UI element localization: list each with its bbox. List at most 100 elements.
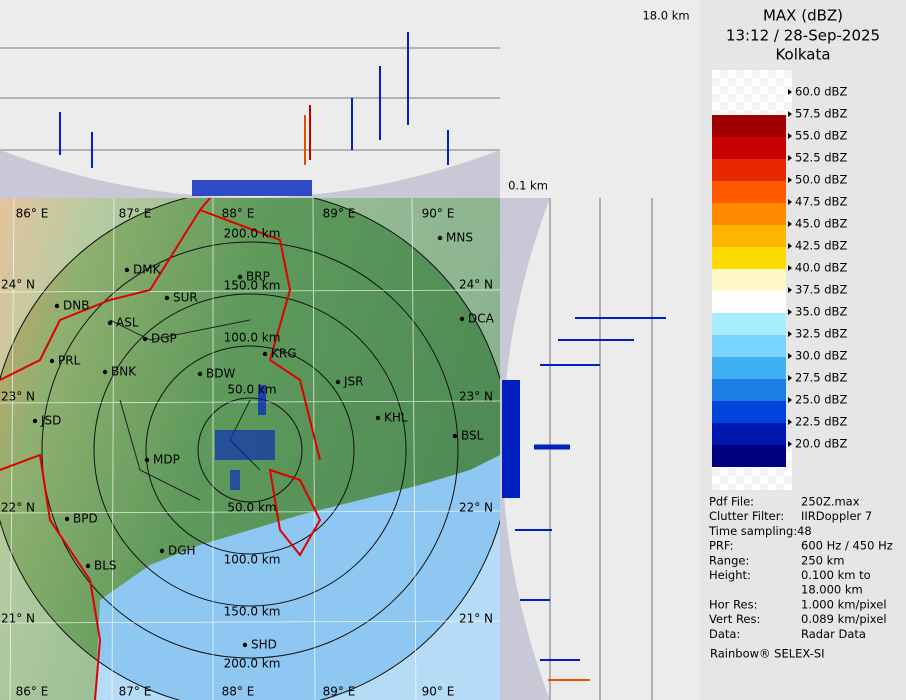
legend-tick <box>788 287 792 293</box>
checker <box>752 476 760 484</box>
checker <box>776 86 784 94</box>
city-dot <box>459 316 465 322</box>
city-label: BRP <box>246 270 270 284</box>
legend-label: 47.5 dBZ <box>795 195 847 209</box>
city-label: JSR <box>343 375 364 389</box>
side-profile <box>500 198 666 700</box>
checker <box>768 94 776 102</box>
city-dot <box>85 563 91 569</box>
legend-label: 45.0 dBZ <box>795 217 847 231</box>
city-label: BSL <box>461 429 484 443</box>
checker <box>776 110 784 115</box>
lat-label: 21° N <box>459 612 493 626</box>
checker <box>784 444 792 452</box>
checker <box>744 476 752 484</box>
city-label: KHL <box>384 411 408 425</box>
city-dot <box>262 351 268 357</box>
checker <box>760 86 768 94</box>
legend-tick <box>788 331 792 337</box>
legend-swatch <box>712 203 786 225</box>
city-dot <box>237 274 243 280</box>
legend-label: 37.5 dBZ <box>795 283 847 297</box>
checker <box>712 484 720 490</box>
legend-swatch <box>712 379 786 401</box>
checker <box>728 468 736 476</box>
checker <box>760 110 768 115</box>
info-label: Height: <box>709 568 751 582</box>
legend-swatch <box>712 313 786 335</box>
city-dot <box>49 358 55 364</box>
checker <box>720 94 728 102</box>
checker <box>760 102 768 110</box>
checker <box>736 484 744 490</box>
city-dot <box>102 369 108 375</box>
checker <box>744 110 752 115</box>
city-dot <box>144 457 150 463</box>
city-label: JSD <box>40 414 61 428</box>
legend-swatch <box>712 181 786 203</box>
checker <box>752 70 760 78</box>
checker <box>768 86 776 94</box>
station: Kolkata <box>775 46 830 64</box>
legend-label: 22.5 dBZ <box>795 415 847 429</box>
range-label: 100.0 km <box>224 553 281 567</box>
checker <box>768 70 776 78</box>
city-dot <box>242 642 248 648</box>
checker <box>720 110 728 115</box>
city-label: SUR <box>173 291 198 305</box>
checker <box>784 94 792 102</box>
checker <box>744 484 752 490</box>
checker <box>784 70 792 78</box>
info-label: Range: <box>709 553 749 567</box>
legend-label: 25.0 dBZ <box>795 393 847 407</box>
legend-swatch <box>712 401 786 423</box>
info-value: 48 <box>797 524 812 538</box>
checker <box>744 102 752 110</box>
city-dot <box>437 235 443 241</box>
legend-label: 20.0 dBZ <box>795 437 847 451</box>
checker <box>760 70 768 78</box>
checker <box>768 484 776 490</box>
checker <box>712 70 720 78</box>
lat-label: 21° N <box>1 612 35 626</box>
legend-label: 35.0 dBZ <box>795 305 847 319</box>
legend-tick <box>788 375 792 381</box>
checker <box>752 468 760 476</box>
checker <box>744 468 752 476</box>
checker <box>784 102 792 110</box>
legend-label: 52.5 dBZ <box>795 151 847 165</box>
lat-label: 24° N <box>459 278 493 292</box>
checker <box>736 78 744 86</box>
checker <box>744 70 752 78</box>
legend-tick <box>788 353 792 359</box>
info-value: 250 km <box>801 553 844 567</box>
checker <box>744 94 752 102</box>
legend-swatch <box>712 357 786 379</box>
legend-swatch <box>712 137 786 159</box>
checker <box>720 484 728 490</box>
city-label: BDW <box>206 367 235 381</box>
city-label: ASL <box>116 316 139 330</box>
city-label: DMK <box>133 263 162 277</box>
checker <box>768 476 776 484</box>
checker <box>736 102 744 110</box>
legend-tick <box>788 221 792 227</box>
checker <box>728 110 736 115</box>
legend-label: 57.5 dBZ <box>795 107 847 121</box>
checker <box>752 86 760 94</box>
range-label: 150.0 km <box>224 279 281 293</box>
checker <box>784 484 792 490</box>
generated: 60.0 dBZ 57.5 dBZ 55.0 dBZ 52.5 dBZ 50.0 dBZ… <box>1 70 893 699</box>
lon-label: 87° E <box>119 685 152 699</box>
checker <box>776 94 784 102</box>
checker <box>768 102 776 110</box>
legend-label: 30.0 dBZ <box>795 349 847 363</box>
range-label: 50.0 km <box>227 501 276 515</box>
info-label: PRF: <box>709 539 734 553</box>
legend-tick <box>788 419 792 425</box>
info-value: 1.000 km/pixel <box>801 597 887 611</box>
checker <box>712 78 720 86</box>
lat-label: 22° N <box>1 501 35 515</box>
info-label: Time sampling: <box>708 524 797 538</box>
info-value: 250Z.max <box>801 495 860 509</box>
